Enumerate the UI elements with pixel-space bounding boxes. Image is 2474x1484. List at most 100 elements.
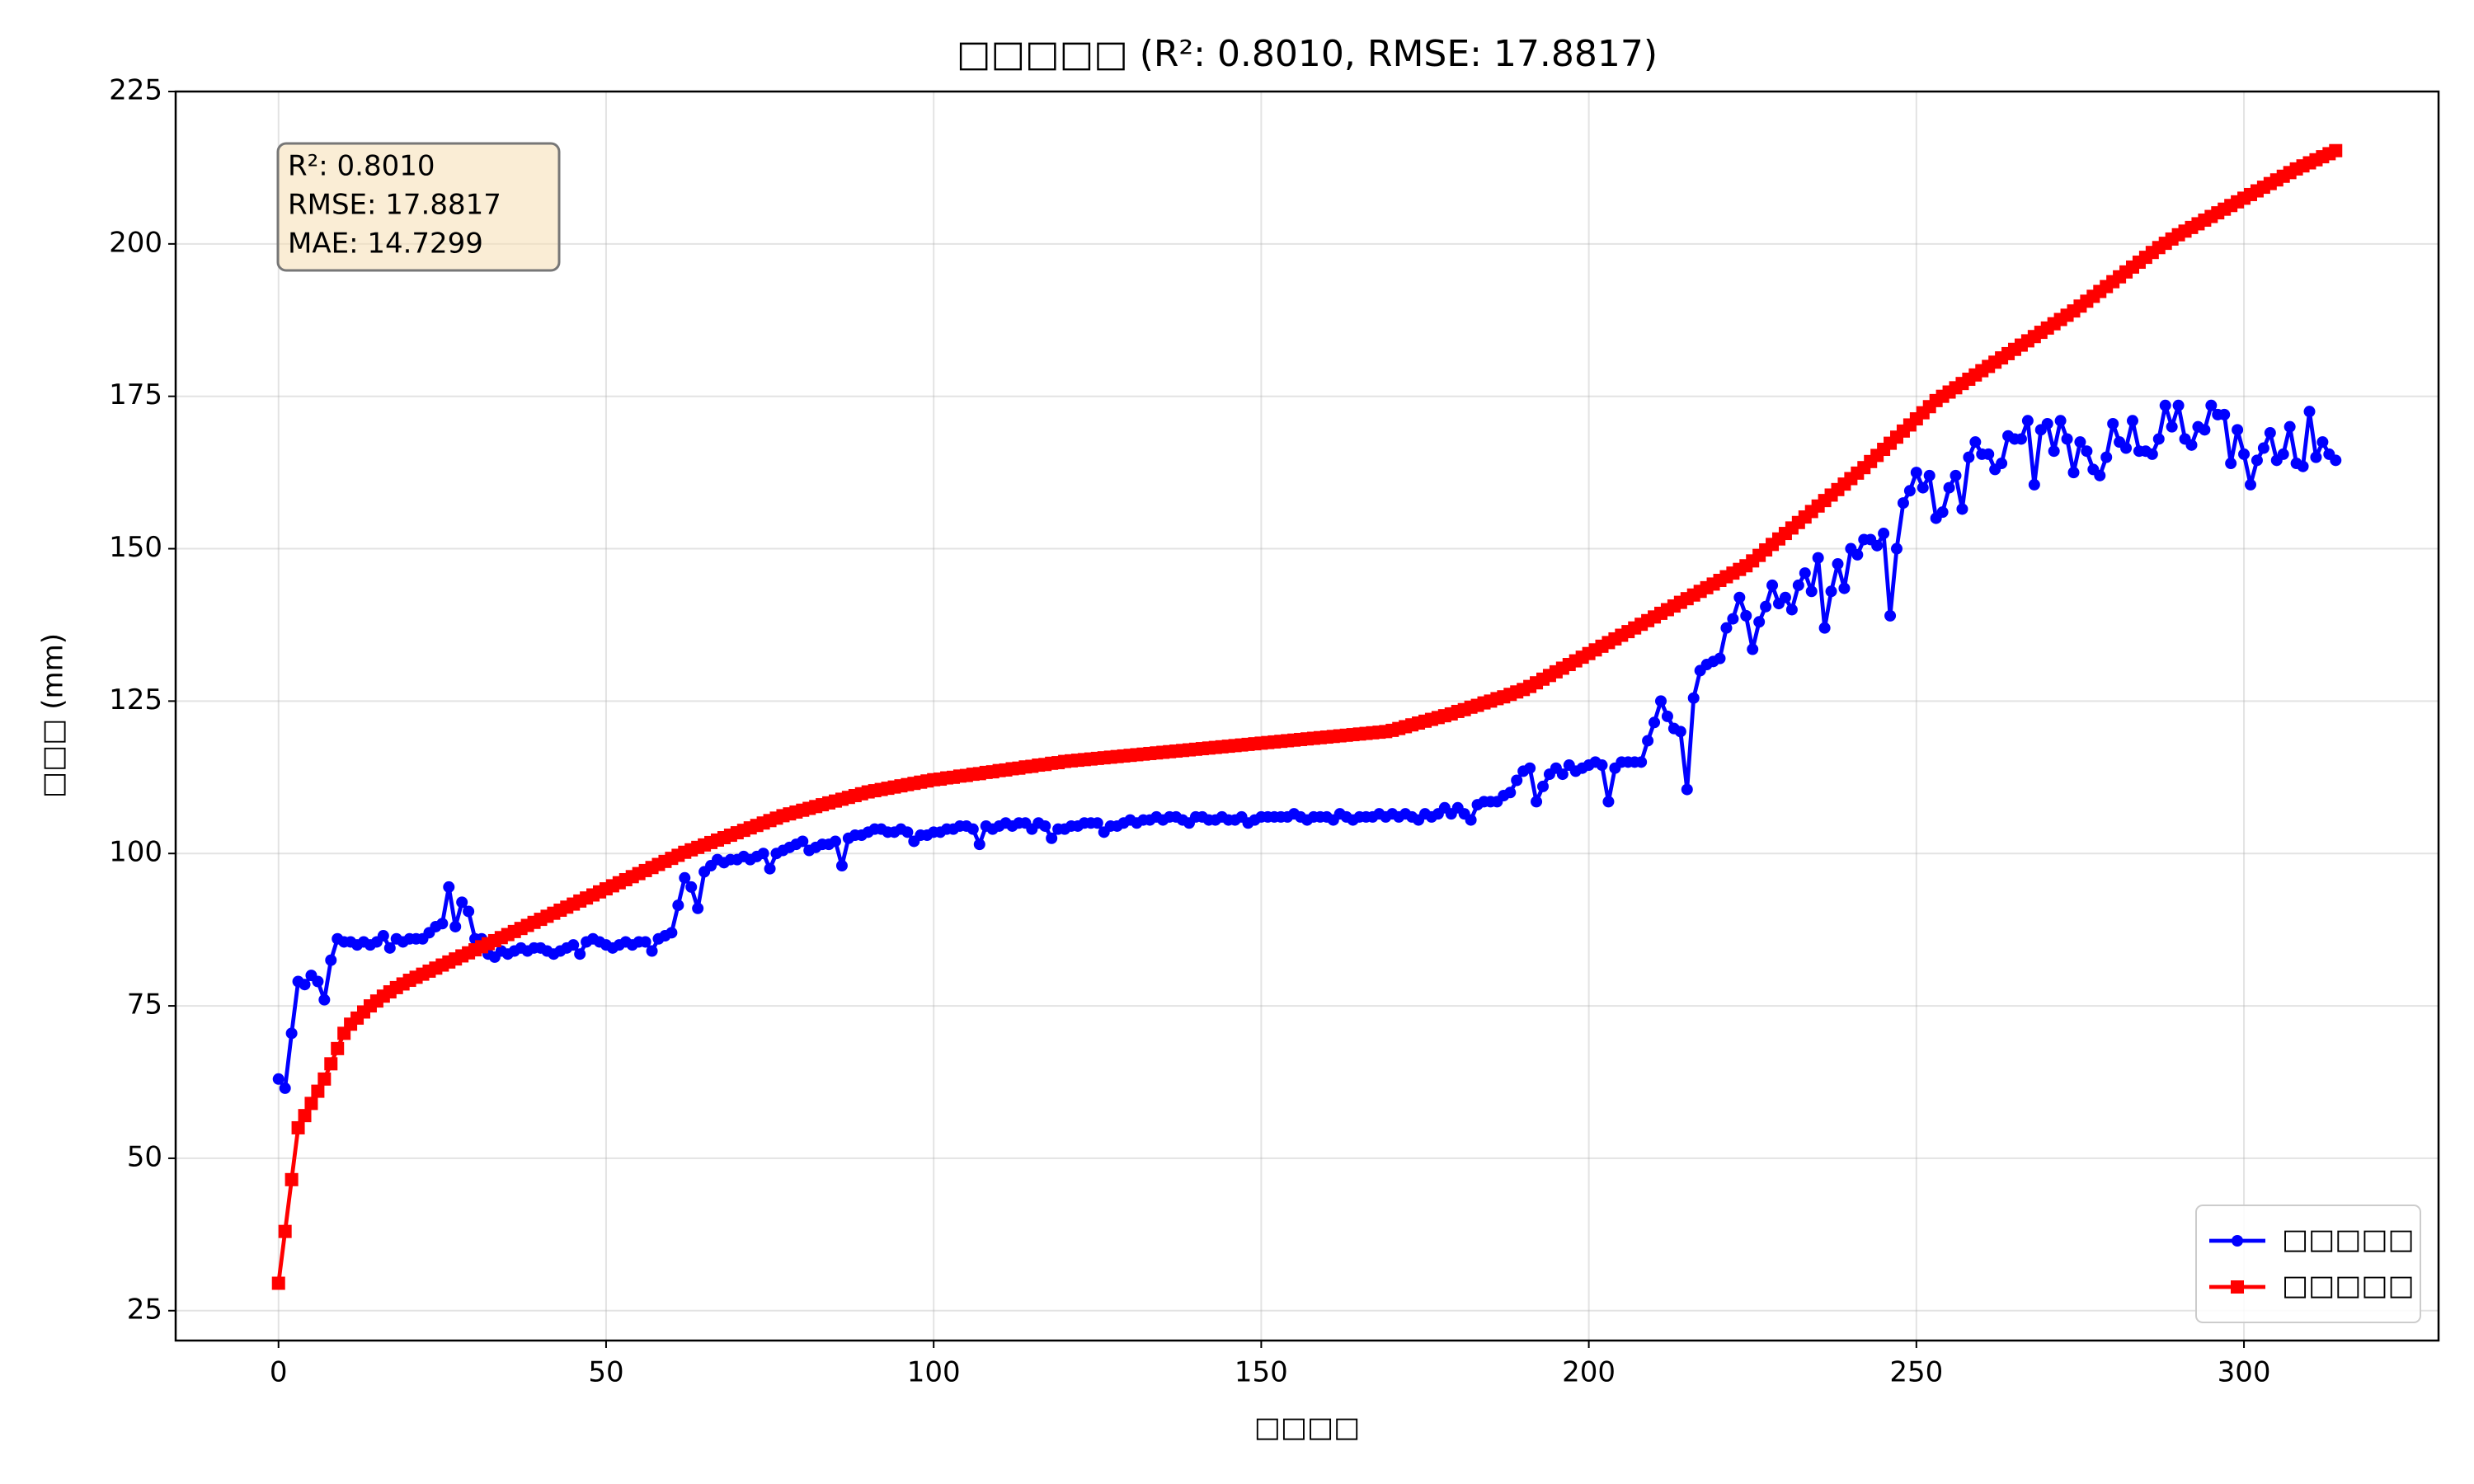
- marker: [973, 838, 985, 851]
- marker: [1524, 762, 1536, 774]
- marker: [1805, 585, 1818, 598]
- marker: [1556, 768, 1569, 781]
- x-tick-label: 150: [1235, 1356, 1288, 1389]
- annotation-text: MAE: 14.7299: [288, 228, 483, 261]
- marker: [2146, 448, 2158, 460]
- marker: [2303, 406, 2316, 418]
- marker: [1903, 485, 1916, 497]
- marker: [1661, 710, 1673, 722]
- marker: [325, 954, 337, 966]
- marker: [2015, 433, 2027, 445]
- marker: [2251, 454, 2263, 467]
- marker: [1681, 783, 1693, 796]
- x-tick-label: 100: [907, 1356, 961, 1389]
- marker: [2218, 408, 2231, 420]
- marker: [639, 936, 651, 948]
- marker: [2094, 469, 2106, 481]
- marker: [449, 920, 462, 932]
- marker: [1511, 774, 1523, 787]
- marker: [331, 1041, 345, 1055]
- marker: [272, 1073, 285, 1085]
- marker: [1812, 552, 1824, 564]
- marker: [1963, 451, 1975, 463]
- marker: [2244, 478, 2256, 491]
- marker: [304, 1097, 318, 1111]
- marker: [2199, 424, 2211, 436]
- marker: [1878, 528, 1890, 540]
- legend-label: □□□□□: [2282, 1223, 2415, 1256]
- marker: [1799, 567, 1811, 580]
- marker: [2100, 451, 2113, 463]
- marker: [1714, 652, 1726, 665]
- marker: [2021, 415, 2034, 427]
- x-tick-label: 50: [588, 1356, 623, 1389]
- legend-marker: [2232, 1235, 2243, 1247]
- marker: [2264, 427, 2276, 439]
- marker: [2257, 442, 2269, 454]
- marker: [2172, 399, 2185, 411]
- marker: [1654, 695, 1667, 707]
- marker: [2232, 424, 2244, 436]
- marker: [1531, 796, 1543, 808]
- y-tick-label: 50: [127, 1140, 162, 1173]
- marker: [2297, 460, 2309, 472]
- marker: [1792, 579, 1804, 591]
- marker: [567, 939, 580, 951]
- marker: [1536, 780, 1549, 792]
- marker: [1039, 819, 1051, 832]
- marker: [666, 927, 678, 939]
- marker: [285, 1027, 298, 1040]
- grid: [176, 91, 2439, 1341]
- y-tick-label: 75: [127, 989, 162, 1021]
- marker: [1969, 436, 1982, 448]
- marker: [672, 899, 684, 912]
- marker: [1596, 759, 1608, 772]
- marker: [2048, 445, 2060, 458]
- marker: [1642, 735, 1654, 747]
- marker: [2041, 417, 2053, 430]
- marker: [1766, 579, 1779, 591]
- marker: [298, 1109, 312, 1123]
- marker: [967, 823, 979, 835]
- marker: [646, 945, 658, 957]
- marker: [1785, 603, 1798, 616]
- marker: [1910, 467, 1922, 479]
- marker: [1884, 609, 1897, 622]
- marker: [1733, 591, 1746, 603]
- marker: [443, 881, 455, 893]
- marker: [901, 826, 914, 838]
- marker: [1838, 582, 1851, 594]
- y-tick-label: 150: [109, 531, 162, 564]
- marker: [1091, 817, 1103, 829]
- marker: [1871, 539, 1884, 552]
- marker: [1760, 600, 1772, 613]
- y-tick-label: 175: [109, 378, 162, 411]
- marker: [1825, 585, 1837, 598]
- marker: [312, 975, 324, 988]
- marker: [797, 835, 809, 848]
- marker: [1687, 692, 1700, 704]
- x-tick-label: 250: [1889, 1356, 1943, 1389]
- marker: [318, 993, 331, 1006]
- marker: [830, 835, 842, 848]
- x-tick-label: 0: [270, 1356, 288, 1389]
- marker: [1649, 716, 1661, 729]
- marker: [1747, 643, 1759, 655]
- x-axis-label: □□□□: [1254, 1411, 1361, 1444]
- marker: [2166, 420, 2178, 433]
- marker: [2061, 433, 2073, 445]
- marker: [383, 942, 396, 954]
- marker: [2329, 143, 2343, 157]
- marker: [1897, 497, 1909, 510]
- marker: [1943, 481, 1955, 494]
- marker: [2310, 451, 2322, 463]
- annotation-text: RMSE: 17.8817: [288, 189, 501, 222]
- marker: [2120, 442, 2133, 454]
- marker: [2081, 445, 2093, 458]
- marker: [1465, 814, 1477, 826]
- marker: [764, 862, 776, 875]
- marker: [463, 905, 475, 918]
- annotation-background: [276, 142, 561, 272]
- legend: □□□□□ □□□□□: [2195, 1205, 2421, 1323]
